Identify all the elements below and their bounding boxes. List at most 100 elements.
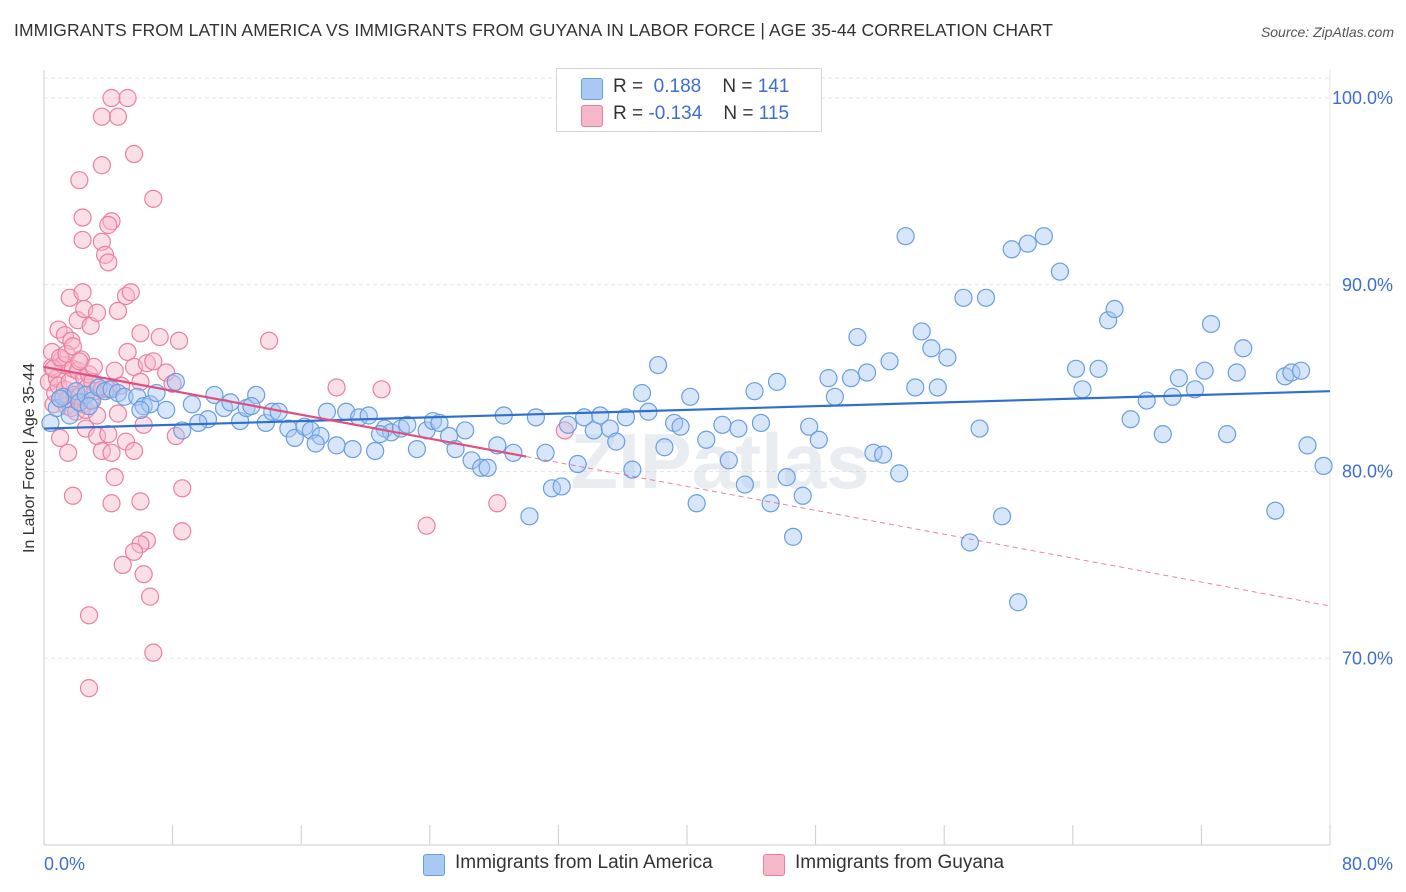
latin-america-point bbox=[1314, 456, 1333, 476]
guyana-point bbox=[63, 337, 83, 356]
latin-america-point bbox=[1105, 299, 1124, 319]
latin-america-point bbox=[131, 400, 150, 419]
guyana-point bbox=[144, 352, 163, 371]
latin-america-point bbox=[841, 369, 861, 388]
latin-america-point bbox=[616, 408, 636, 427]
latin-america-point bbox=[800, 417, 819, 436]
grid-layer bbox=[44, 70, 1331, 845]
tick-labels: 70.0% 80.0% 90.0% 100.0% 0.0% 80.0% bbox=[44, 88, 1393, 874]
guyana-point bbox=[50, 428, 70, 447]
latin-america-point bbox=[655, 438, 674, 457]
latin-america-point bbox=[520, 507, 539, 526]
guyana-point bbox=[118, 342, 137, 362]
latin-america-point bbox=[1234, 339, 1253, 358]
guyana-point bbox=[92, 156, 111, 175]
guyana-point bbox=[173, 522, 192, 541]
guyana-point bbox=[99, 215, 118, 235]
guyana-point bbox=[121, 283, 140, 302]
latin-america-point bbox=[1066, 359, 1086, 378]
latin-america-point bbox=[751, 413, 771, 433]
guyana-point bbox=[131, 372, 150, 391]
guyana-point bbox=[169, 331, 189, 350]
guyana-points bbox=[39, 88, 574, 698]
guyana-point bbox=[63, 486, 83, 505]
latin-america-point bbox=[1169, 369, 1188, 388]
guyana-point bbox=[102, 443, 121, 462]
legend-text: R = 0.188 N = 141 bbox=[613, 76, 790, 97]
y-tick-label: 80.0% bbox=[1342, 462, 1393, 482]
latin-america-point bbox=[777, 468, 796, 487]
guyana-point bbox=[73, 283, 92, 302]
latin-america-point bbox=[783, 527, 803, 546]
latin-america-trend-line bbox=[43, 390, 1331, 430]
latin-america-point bbox=[1002, 240, 1021, 259]
guyana-point bbox=[124, 542, 144, 561]
guyana-point bbox=[327, 378, 346, 397]
latin-america-point bbox=[848, 327, 867, 347]
latin-america-point bbox=[745, 382, 764, 401]
latin-america-point bbox=[1099, 311, 1118, 330]
guyana-point bbox=[259, 331, 279, 350]
guyana-point bbox=[99, 253, 118, 272]
y-tick-label: 100.0% bbox=[1332, 88, 1393, 108]
axes-layer bbox=[43, 70, 1331, 846]
latin-america-point bbox=[558, 415, 578, 434]
guyana-point bbox=[70, 171, 89, 190]
latin-america-point bbox=[182, 395, 201, 414]
latin-america-point bbox=[398, 415, 417, 434]
latin-america-point bbox=[1089, 359, 1108, 378]
latin-america-point bbox=[735, 475, 754, 494]
latin-america-point bbox=[157, 400, 176, 419]
y-axis-label: In Labor Force | Age 35-44 bbox=[21, 363, 38, 553]
guyana-point bbox=[87, 303, 107, 322]
guyana-point bbox=[73, 230, 92, 250]
latin-america-point bbox=[568, 454, 587, 474]
latin-america-point bbox=[1050, 262, 1070, 281]
guyana-point bbox=[134, 565, 153, 584]
latin-america-point bbox=[536, 443, 555, 462]
guyana-point bbox=[157, 363, 176, 382]
latin-america-point bbox=[729, 419, 748, 438]
latin-america-point bbox=[1018, 234, 1037, 253]
guyana-point bbox=[102, 494, 121, 513]
source-label: Source: ZipAtlas.com bbox=[1260, 24, 1394, 40]
guyana-point bbox=[124, 441, 144, 461]
latin-america-point bbox=[896, 227, 915, 246]
bottom-legend-swatch-pink bbox=[763, 854, 785, 876]
legend-box: R = 0.188 N = 141 R = -0.134 N = 115 bbox=[556, 68, 822, 132]
legend-swatch-pink bbox=[581, 105, 603, 127]
guyana-point bbox=[131, 324, 150, 343]
latin-america-point bbox=[115, 387, 134, 406]
latin-america-point bbox=[767, 372, 787, 391]
guyana-point bbox=[105, 468, 124, 487]
legend-swatch-blue bbox=[581, 78, 603, 100]
latin-america-point bbox=[970, 419, 989, 438]
latin-america-point bbox=[1153, 425, 1172, 444]
latin-america-point bbox=[719, 451, 738, 470]
latin-america-point bbox=[1185, 380, 1205, 399]
guyana-point bbox=[144, 643, 163, 662]
latin-america-point bbox=[825, 387, 844, 406]
latin-america-point bbox=[912, 322, 931, 341]
guyana-point bbox=[131, 535, 150, 554]
latin-america-point bbox=[697, 430, 716, 449]
latin-america-point bbox=[462, 451, 481, 470]
latin-america-point bbox=[623, 460, 642, 479]
latin-america-point bbox=[922, 339, 941, 358]
latin-america-point bbox=[1201, 314, 1221, 334]
guyana-point bbox=[124, 144, 144, 164]
latin-america-point bbox=[430, 413, 449, 433]
latin-america-point bbox=[857, 363, 877, 382]
latin-america-point bbox=[607, 432, 626, 451]
latin-america-point bbox=[306, 434, 325, 453]
guyana-point bbox=[113, 555, 132, 574]
guyana-point bbox=[555, 421, 574, 440]
latin-america-point bbox=[874, 445, 893, 464]
latin-america-point bbox=[890, 464, 909, 483]
guyana-point bbox=[99, 425, 118, 444]
latin-america-point bbox=[880, 352, 899, 371]
latin-america-point bbox=[526, 408, 545, 427]
latin-america-point bbox=[140, 395, 160, 414]
latin-america-point bbox=[247, 385, 266, 405]
